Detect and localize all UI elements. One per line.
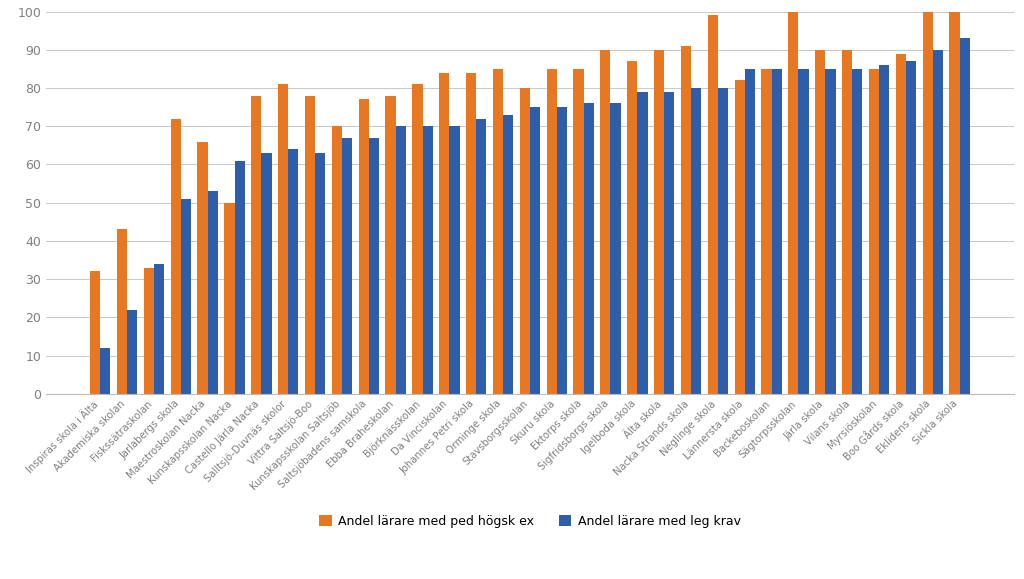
Bar xyxy=(466,73,476,394)
Bar xyxy=(896,54,906,394)
Bar xyxy=(493,69,503,394)
Bar xyxy=(503,115,513,394)
Bar xyxy=(718,88,728,394)
Bar xyxy=(691,88,701,394)
Bar xyxy=(665,92,675,394)
Bar xyxy=(251,96,261,394)
Bar xyxy=(234,160,245,394)
Bar xyxy=(547,69,557,394)
Bar xyxy=(600,50,610,394)
Bar xyxy=(100,348,111,394)
Bar xyxy=(315,153,326,394)
Bar xyxy=(868,69,879,394)
Bar xyxy=(762,69,772,394)
Bar xyxy=(439,73,450,394)
Bar xyxy=(744,69,755,394)
Bar xyxy=(734,80,744,394)
Bar xyxy=(369,138,379,394)
Bar xyxy=(127,310,137,394)
Bar xyxy=(708,16,718,394)
Bar xyxy=(423,126,433,394)
Bar xyxy=(117,229,127,394)
Bar xyxy=(413,84,423,394)
Bar xyxy=(171,119,181,394)
Bar xyxy=(825,69,836,394)
Bar xyxy=(959,38,970,394)
Bar xyxy=(261,153,271,394)
Bar xyxy=(906,61,916,394)
Bar xyxy=(288,149,298,394)
Bar xyxy=(573,69,584,394)
Bar xyxy=(879,65,889,394)
Bar xyxy=(584,103,594,394)
Legend: Andel lärare med ped högsk ex, Andel lärare med leg krav: Andel lärare med ped högsk ex, Andel lär… xyxy=(314,510,745,533)
Bar xyxy=(342,138,352,394)
Bar xyxy=(208,191,218,394)
Bar xyxy=(557,107,567,394)
Bar xyxy=(637,92,647,394)
Bar xyxy=(530,107,540,394)
Bar xyxy=(654,50,665,394)
Bar xyxy=(681,46,691,394)
Bar xyxy=(358,100,369,394)
Bar xyxy=(476,119,486,394)
Bar xyxy=(772,69,781,394)
Bar xyxy=(610,103,621,394)
Bar xyxy=(450,126,460,394)
Bar xyxy=(799,69,809,394)
Bar xyxy=(385,96,395,394)
Bar xyxy=(933,50,943,394)
Bar xyxy=(305,96,315,394)
Bar xyxy=(224,203,234,394)
Bar xyxy=(143,267,154,394)
Bar xyxy=(395,126,406,394)
Bar xyxy=(520,88,530,394)
Bar xyxy=(842,50,852,394)
Bar xyxy=(90,272,100,394)
Bar xyxy=(627,61,637,394)
Bar xyxy=(852,69,862,394)
Bar xyxy=(788,12,799,394)
Bar xyxy=(949,12,959,394)
Bar xyxy=(279,84,288,394)
Bar xyxy=(181,199,191,394)
Bar xyxy=(154,264,164,394)
Bar xyxy=(332,126,342,394)
Bar xyxy=(923,12,933,394)
Bar xyxy=(198,141,208,394)
Bar xyxy=(815,50,825,394)
